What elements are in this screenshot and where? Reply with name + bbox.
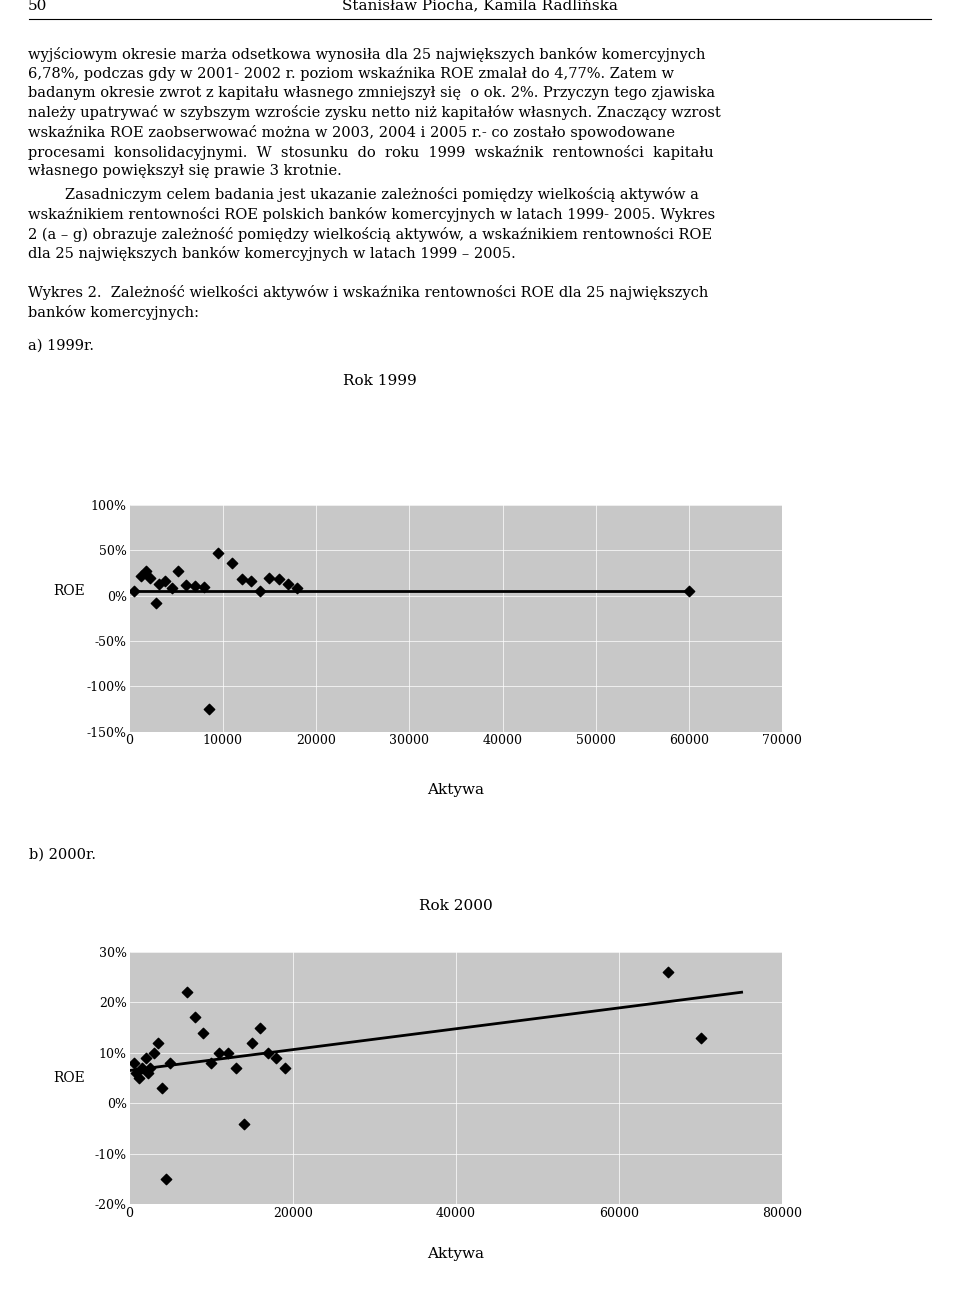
Point — [682, 580, 697, 601]
Point — [142, 567, 157, 588]
Point — [202, 699, 217, 720]
Text: należy upatrywać w szybszym wzroście zysku netto niż kapitałów własnych. Znacząc: należy upatrywać w szybszym wzroście zys… — [28, 105, 721, 120]
Text: a) 1999r.: a) 1999r. — [28, 338, 94, 352]
Point — [220, 1042, 235, 1063]
Point — [132, 1067, 147, 1088]
Point — [158, 1168, 174, 1189]
Point — [178, 575, 193, 596]
Point — [262, 567, 277, 588]
Text: wskaźnika ROE zaobserwować można w 2003, 2004 i 2005 r.- co zostało spowodowane: wskaźnika ROE zaobserwować można w 2003,… — [28, 126, 675, 140]
Text: Aktywa: Aktywa — [427, 1247, 485, 1260]
Text: wskaźnikiem rentowności ROE polskich banków komercyjnych w latach 1999- 2005. Wy: wskaźnikiem rentowności ROE polskich ban… — [28, 207, 715, 221]
Point — [261, 1042, 276, 1063]
Point — [140, 1063, 156, 1084]
Text: procesami  konsolidacyjnymi.  W  stosunku  do  roku  1999  wskaźnik  rentowności: procesami konsolidacyjnymi. W stosunku d… — [28, 145, 713, 159]
Point — [236, 1114, 252, 1134]
Point — [164, 578, 180, 598]
Point — [151, 1032, 166, 1053]
Point — [211, 1042, 228, 1063]
Point — [252, 1018, 268, 1039]
Text: ROE: ROE — [53, 584, 85, 598]
Point — [197, 576, 212, 597]
Text: dla 25 największych banków komercyjnych w latach 1999 – 2005.: dla 25 największych banków komercyjnych … — [28, 246, 516, 262]
Point — [163, 1053, 179, 1074]
Point — [243, 571, 258, 592]
Text: b) 2000r.: b) 2000r. — [29, 848, 96, 861]
Text: Rok 2000: Rok 2000 — [420, 900, 492, 913]
Text: Stanisław Piocha, Kamila Radlińska: Stanisław Piocha, Kamila Radlińska — [342, 0, 618, 13]
Point — [290, 578, 305, 598]
Text: własnego powiększył się prawie 3 krotnie.: własnego powiększył się prawie 3 krotnie… — [28, 164, 342, 177]
Point — [225, 553, 240, 574]
Text: banków komercyjnych:: banków komercyjnych: — [28, 306, 199, 320]
Point — [138, 561, 154, 581]
Point — [234, 569, 250, 589]
Point — [127, 580, 142, 601]
Point — [204, 1053, 219, 1074]
Point — [660, 962, 676, 983]
Point — [148, 593, 163, 614]
Text: Wykres 2.  Zależność wielkości aktywów i wskaźnika rentowności ROE dla 25 najwię: Wykres 2. Zależność wielkości aktywów i … — [28, 285, 708, 300]
Point — [142, 1058, 157, 1079]
Point — [277, 1058, 293, 1079]
Text: 2 (a – g) obrazuje zależność pomiędzy wielkością aktywów, a wskaźnikiem rentowno: 2 (a – g) obrazuje zależność pomiędzy wi… — [28, 227, 712, 241]
Point — [271, 569, 286, 589]
Point — [187, 575, 203, 596]
Point — [171, 561, 186, 581]
Text: 50: 50 — [28, 0, 47, 13]
Point — [180, 982, 195, 1002]
Point — [228, 1058, 244, 1079]
Point — [210, 543, 226, 563]
Text: badanym okresie zwrot z kapitału własnego zmniejszył się  o ok. 2%. Przyczyn teg: badanym okresie zwrot z kapitału własneg… — [28, 85, 715, 100]
Point — [134, 1058, 150, 1079]
Point — [252, 580, 268, 601]
Point — [244, 1032, 259, 1053]
Point — [138, 1048, 154, 1068]
Point — [693, 1027, 708, 1048]
Point — [157, 571, 173, 592]
Point — [126, 1053, 141, 1074]
Point — [280, 574, 296, 594]
Text: Zasadniczym celem badania jest ukazanie zależności pomiędzy wielkością aktywów a: Zasadniczym celem badania jest ukazanie … — [28, 188, 699, 202]
Point — [129, 1063, 144, 1084]
Text: wyjściowym okresie marża odsetkowa wynosiła dla 25 największych banków komercyjn: wyjściowym okresie marża odsetkowa wynos… — [28, 47, 706, 62]
Point — [152, 574, 167, 594]
Point — [187, 1008, 203, 1028]
Point — [269, 1048, 284, 1068]
Text: 6,78%, podczas gdy w 2001- 2002 r. poziom wskaźnika ROE zmalał do 4,77%. Zatem w: 6,78%, podczas gdy w 2001- 2002 r. pozio… — [28, 66, 674, 82]
Point — [155, 1077, 170, 1098]
Text: Rok 1999: Rok 1999 — [343, 374, 417, 388]
Point — [196, 1022, 211, 1042]
Text: ROE: ROE — [53, 1071, 85, 1085]
Point — [146, 1042, 161, 1063]
Text: Aktywa: Aktywa — [427, 783, 485, 796]
Point — [133, 566, 149, 587]
